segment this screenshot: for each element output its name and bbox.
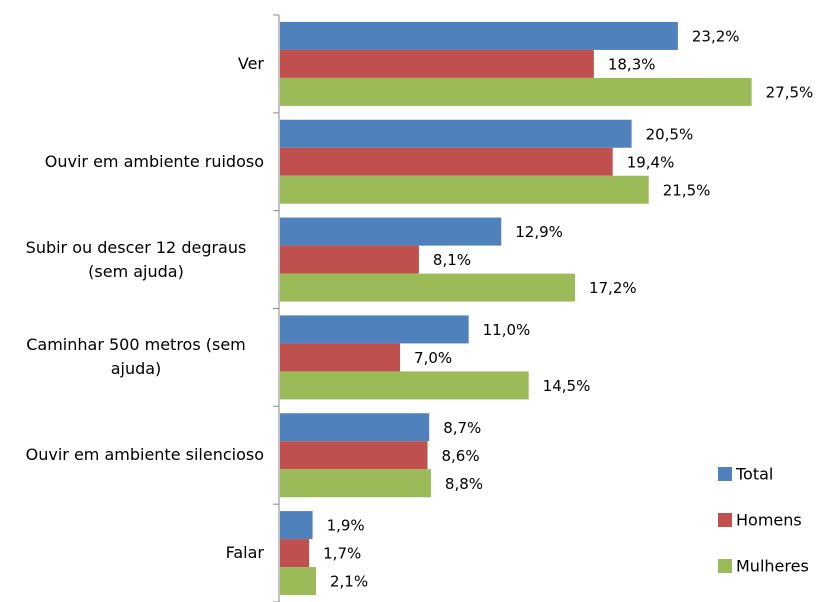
bar [280, 343, 401, 372]
value-label: 11,0% [483, 321, 531, 339]
bar [280, 175, 649, 204]
category-label: Ver [8, 15, 264, 113]
bar [280, 21, 678, 50]
value-label: 8,7% [443, 419, 481, 437]
category-text: Caminhar 500 metros (sem ajuda) [26, 335, 246, 379]
category-text: Falar [225, 543, 264, 563]
value-label: 2,1% [330, 573, 368, 591]
category-text: Ver [237, 53, 264, 73]
category-label: Caminhar 500 metros (sem ajuda) [8, 309, 264, 407]
value-label: 8,1% [433, 251, 471, 269]
bar [280, 147, 613, 176]
value-label: 1,7% [323, 545, 361, 563]
value-label: 19,4% [627, 153, 675, 171]
legend-label: Mulheres [736, 557, 809, 576]
value-label: 7,0% [414, 349, 452, 367]
bar [280, 567, 317, 596]
category-text: Subir ou descer 12 degraus (sem ajuda) [25, 237, 247, 281]
bar [280, 119, 632, 148]
category-label: Falar [8, 504, 264, 602]
bar [280, 413, 430, 442]
value-label: 23,2% [692, 27, 740, 45]
value-label: 20,5% [646, 125, 694, 143]
bar [280, 273, 575, 302]
value-label: 17,2% [589, 279, 637, 297]
value-label: 12,9% [515, 223, 563, 241]
legend-swatch [718, 559, 732, 573]
category-text: Ouvir em ambiente ruidoso [44, 151, 264, 171]
legend-label: Homens [736, 511, 802, 530]
category-label: Subir ou descer 12 degraus (sem ajuda) [8, 211, 264, 309]
value-label: 21,5% [663, 181, 711, 199]
bar [280, 315, 469, 344]
bar [280, 371, 529, 400]
value-label: 27,5% [766, 83, 814, 101]
legend-swatch [718, 467, 732, 481]
value-label: 18,3% [608, 55, 656, 73]
legend-label: Total [735, 465, 773, 484]
category-label: Ouvir em ambiente ruidoso [8, 113, 264, 211]
bar [280, 49, 594, 78]
bar [280, 217, 502, 246]
bar [280, 441, 428, 470]
legend-swatch [718, 513, 732, 527]
category-text: Ouvir em ambiente silencioso [25, 445, 264, 465]
bar [280, 245, 419, 274]
bar [280, 511, 313, 540]
value-label: 8,6% [441, 447, 479, 465]
value-label: 8,8% [445, 475, 483, 493]
category-label: Ouvir em ambiente silencioso [8, 406, 264, 504]
bar [280, 77, 752, 106]
bar [280, 539, 310, 568]
value-label: 1,9% [327, 517, 365, 535]
bar [280, 469, 431, 498]
value-label: 14,5% [543, 377, 591, 395]
